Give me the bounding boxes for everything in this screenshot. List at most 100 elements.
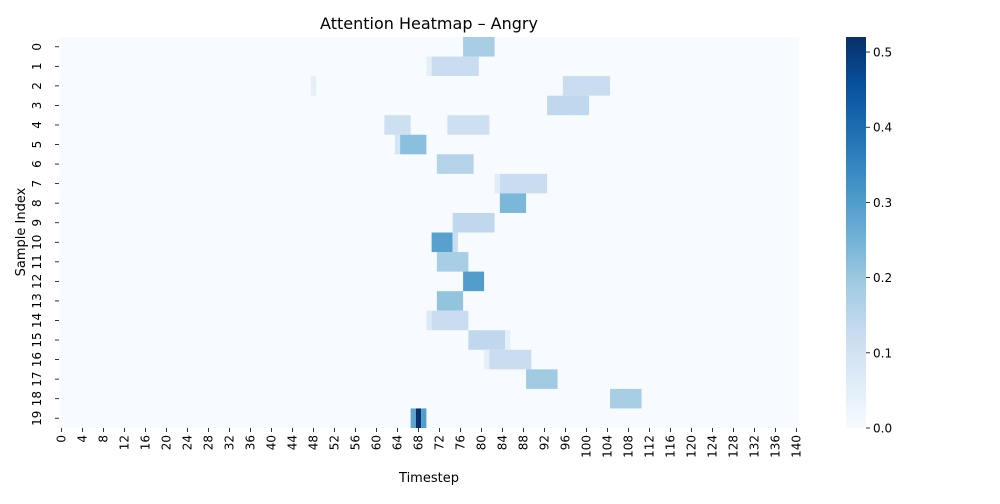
x-tick-label: 140 — [789, 435, 803, 458]
x-tick-label: 0 — [55, 435, 69, 443]
x-tick-label: 32 — [223, 435, 237, 450]
heatmap-cell — [426, 56, 432, 77]
heatmap-cell — [400, 134, 427, 155]
y-tick-label: 12 — [30, 274, 44, 289]
y-tick-label: 1 — [30, 63, 44, 71]
x-tick-label: 16 — [139, 435, 153, 450]
heatmap-cell — [426, 310, 432, 331]
heatmap-cell — [394, 134, 401, 155]
x-tick-label: 104 — [600, 435, 614, 458]
x-tick-label: 60 — [370, 435, 384, 450]
x-axis-label: Timestep — [398, 471, 459, 486]
x-tick-label: 92 — [537, 435, 551, 450]
x-tick-label: 64 — [391, 435, 405, 450]
heatmap-cell — [610, 388, 642, 409]
x-tick-label: 132 — [747, 435, 761, 458]
y-tick-label: 9 — [30, 219, 44, 227]
heatmap-cell — [436, 291, 464, 311]
x-tick-label: 68 — [412, 435, 426, 450]
x-tick-label: 116 — [663, 435, 677, 458]
x-tick-label: 124 — [705, 435, 719, 458]
heatmap-cell — [431, 56, 479, 77]
x-tick-label: 48 — [307, 435, 321, 450]
colorbar-tick-label: 0.2 — [873, 271, 892, 285]
x-tick-label: 112 — [642, 435, 656, 458]
x-tick-label: 44 — [286, 435, 300, 450]
y-tick-label: 0 — [30, 43, 44, 51]
y-tick-label: 8 — [30, 199, 44, 207]
y-tick-label: 6 — [30, 160, 44, 168]
x-tick-label: 96 — [558, 435, 572, 450]
heatmap-cell — [547, 95, 590, 116]
x-tick-label: 128 — [726, 435, 740, 458]
x-tick-label: 136 — [768, 435, 782, 458]
y-tick-label: 5 — [30, 141, 44, 149]
heatmap-cell — [526, 369, 558, 389]
heatmap-cell — [431, 232, 453, 253]
heatmap-cell — [410, 408, 416, 428]
heatmap-cell — [384, 115, 411, 135]
colorbar-tick-label: 0.3 — [873, 196, 892, 210]
x-tick-label: 56 — [349, 435, 363, 450]
x-tick-label: 100 — [579, 435, 593, 458]
x-tick-label: 24 — [181, 435, 195, 450]
y-tick-label: 7 — [30, 180, 44, 188]
y-tick-label: 11 — [30, 254, 44, 269]
heatmap-background — [59, 37, 799, 428]
y-axis-label: Sample Index — [14, 187, 29, 276]
heatmap-cell — [489, 349, 532, 370]
heatmap-cell — [494, 173, 500, 194]
y-tick-label: 4 — [30, 121, 44, 129]
colorbar-tick-label: 0.4 — [873, 121, 892, 135]
y-tick-label: 14 — [30, 313, 44, 328]
heatmap-cell — [484, 349, 490, 370]
y-tick-label: 3 — [30, 102, 44, 110]
heatmap-cell — [421, 408, 427, 428]
heatmap-cell — [499, 193, 527, 213]
x-tick-label: 40 — [265, 435, 279, 450]
heatmap-cell — [436, 252, 469, 272]
x-tick-label: 12 — [118, 435, 132, 450]
heatmap-cell — [431, 310, 469, 331]
heatmap-cell — [452, 212, 495, 233]
colorbar-tick-label: 0.1 — [873, 346, 892, 360]
heatmap-cell — [562, 76, 611, 96]
y-tick-label: 17 — [30, 371, 44, 386]
colorbar-tick-label: 0.5 — [873, 46, 892, 60]
x-tick-label: 76 — [453, 435, 467, 450]
x-tick-label: 84 — [495, 435, 509, 450]
x-tick-label: 52 — [328, 435, 342, 450]
x-tick-label: 120 — [684, 435, 698, 458]
colorbar-tick-label: 0.0 — [873, 422, 892, 436]
heatmap-cell — [310, 76, 317, 96]
heatmap-cell — [415, 408, 422, 428]
y-tick-label: 10 — [30, 235, 44, 250]
y-tick-label: 18 — [30, 391, 44, 406]
heatmap-cell — [447, 115, 490, 135]
y-tick-label: 15 — [30, 332, 44, 347]
heatmap-cells — [310, 37, 642, 428]
y-tick-label: 2 — [30, 82, 44, 90]
x-axis-ticks: 0 4 8 12 16 20 24 28 32 36 40 44 48 52 56 60 64 68 72 76 80 8… — [55, 428, 803, 458]
colorbar — [846, 37, 866, 428]
y-tick-label: 16 — [30, 352, 44, 367]
x-tick-label: 4 — [76, 435, 90, 443]
x-tick-label: 80 — [474, 435, 488, 450]
heatmap-cell — [452, 232, 458, 253]
colorbar-ticks: 0.0 0.1 0.2 0.3 0.4 0.5 — [866, 46, 892, 436]
heatmap-cell — [499, 173, 548, 194]
x-tick-label: 20 — [160, 435, 174, 450]
x-tick-label: 108 — [621, 435, 635, 458]
heatmap-cell — [468, 330, 506, 350]
heatmap-cell — [463, 271, 485, 292]
chart-title: Attention Heatmap – Angry — [320, 14, 538, 33]
heatmap-cell — [463, 37, 495, 57]
y-tick-label: 19 — [30, 411, 44, 426]
x-tick-label: 8 — [97, 435, 111, 443]
heatmap-cell — [505, 330, 511, 350]
x-tick-label: 28 — [202, 435, 216, 450]
x-tick-label: 36 — [244, 435, 258, 450]
y-tick-label: 13 — [30, 293, 44, 308]
